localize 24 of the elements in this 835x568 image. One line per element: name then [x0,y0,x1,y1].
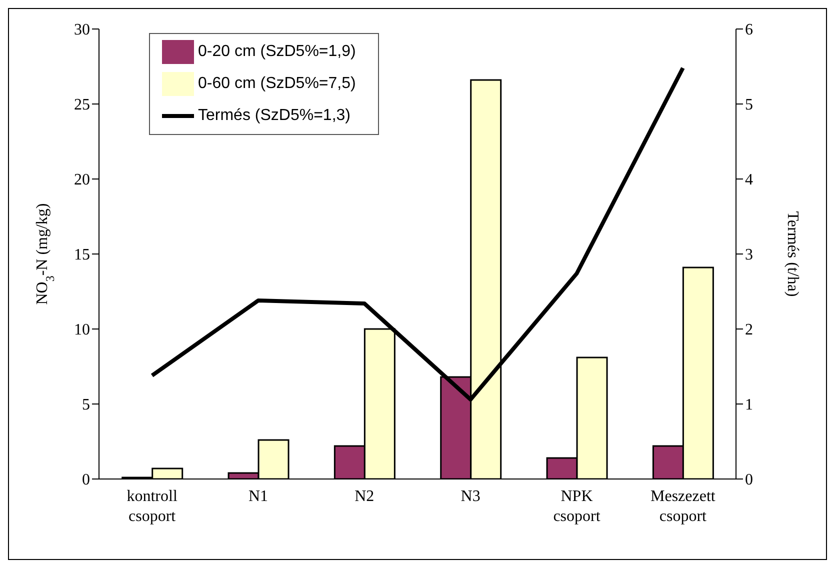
y-tick-label: 30 [74,22,90,39]
y-tick-label: 15 [74,246,90,264]
x-tick-label: kontroll csoport [126,488,178,525]
y-tick-label: 0 [82,472,90,489]
legend-label: 0-60 cm (SzD5%=7,5) [198,75,356,92]
y2-tick-label: 1 [745,396,753,414]
y2-tick-label: 4 [745,172,753,189]
legend-label: 0-20 cm (SzD5%=1,9) [198,43,356,60]
y2-axis-title: Termés (t/ha) [784,211,801,297]
x-tick-label: Meszezett csoport [650,488,716,525]
y-tick-label: 25 [74,96,90,114]
x-tick-label: NPK csoport [553,488,601,525]
x-tick-label: N1 [248,488,268,505]
y-tick-label: 10 [74,322,90,339]
y2-tick-label: 6 [745,22,753,39]
legend-label: Termés (SzD5%=1,3) [198,107,350,124]
y2-tick-label: 3 [745,246,753,264]
y2-tick-label: 0 [745,472,753,489]
y2-tick-label: 5 [745,96,753,114]
x-tick-label: N3 [460,488,480,505]
y2-tick-label: 2 [745,322,753,339]
y-tick-label: 20 [74,172,90,189]
y-tick-label: 5 [82,396,90,414]
x-tick-label: N2 [354,488,374,505]
